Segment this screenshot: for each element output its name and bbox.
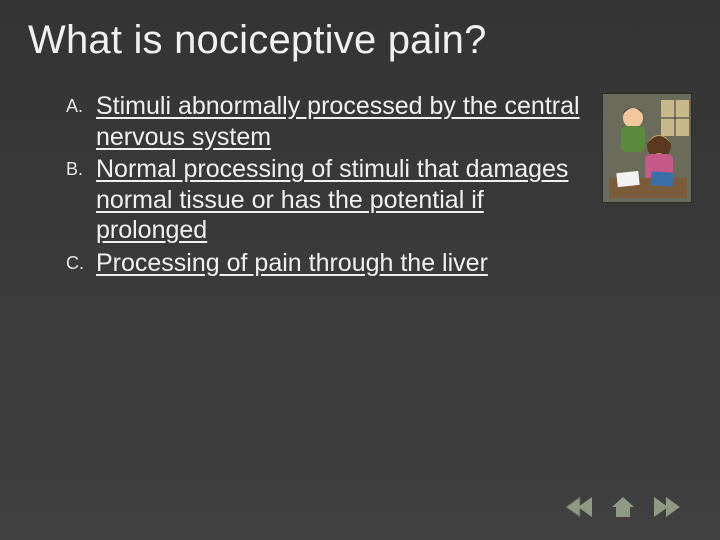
prev-button[interactable] (562, 494, 596, 520)
answer-a: A. Stimuli abnormally processed by the c… (66, 91, 588, 152)
home-button[interactable] (606, 494, 640, 520)
answer-list: A. Stimuli abnormally processed by the c… (28, 91, 588, 280)
answer-letter: C. (66, 248, 96, 274)
students-clipart (602, 93, 692, 203)
content-row: A. Stimuli abnormally processed by the c… (28, 91, 692, 280)
next-button[interactable] (650, 494, 684, 520)
arrow-right-icon (652, 495, 682, 519)
slide-title: What is nociceptive pain? (28, 18, 692, 63)
nav-controls (562, 494, 684, 520)
answer-link-b[interactable]: Normal processing of stimuli that damage… (96, 154, 588, 246)
answer-link-a[interactable]: Stimuli abnormally processed by the cent… (96, 91, 588, 152)
home-icon (610, 495, 636, 519)
slide: What is nociceptive pain? A. Stimuli abn… (0, 0, 720, 540)
answer-b: B. Normal processing of stimuli that dam… (66, 154, 588, 246)
answer-link-c[interactable]: Processing of pain through the liver (96, 248, 488, 279)
answer-c: C. Processing of pain through the liver (66, 248, 588, 279)
answer-letter: A. (66, 91, 96, 117)
arrow-left-icon (564, 495, 594, 519)
answer-letter: B. (66, 154, 96, 180)
